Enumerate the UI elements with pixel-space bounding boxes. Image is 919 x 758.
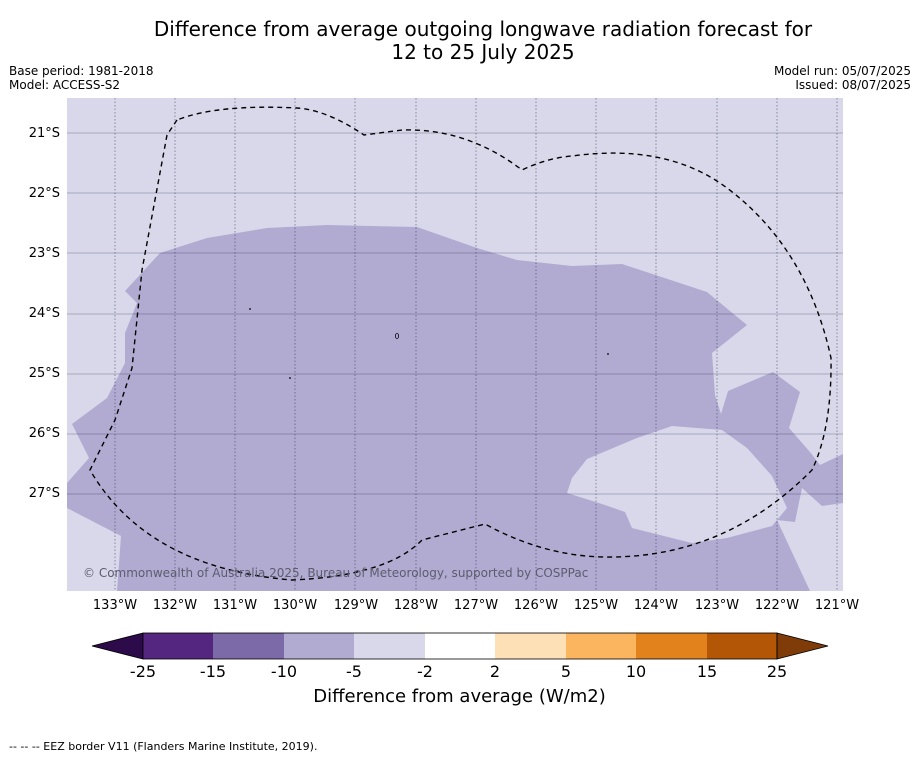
colorbar-segment-minus25-minus15	[143, 633, 213, 659]
lat-label-25s: 25°S	[28, 366, 60, 381]
lon-label-125w: 125°W	[573, 598, 619, 613]
colorbar-tick: 2	[489, 662, 501, 681]
colorbar-tick: -2	[417, 662, 433, 681]
lat-label-26s: 26°S	[28, 426, 60, 441]
colorbar-segment-minus5-minus2	[354, 633, 425, 659]
latitude-lines	[67, 132, 843, 495]
colorbar-segment-minus15-minus10	[213, 633, 284, 659]
lon-label-122w: 122°W	[754, 598, 800, 613]
model-run: Model run: 05/07/2025	[773, 64, 911, 78]
colorbar-label: Difference from average (W/m2)	[313, 686, 606, 707]
eez-border	[89, 106, 832, 581]
island-marker	[249, 308, 251, 310]
issued-date: Issued: 08/07/2025	[795, 78, 911, 92]
colorbar-segment-minus2-2	[425, 633, 495, 659]
lat-label-21s: 21°S	[28, 126, 60, 141]
colorbar-segment-15-25	[707, 633, 777, 659]
lon-label-123w: 123°W	[694, 598, 740, 613]
colorbar-tick: -25	[129, 662, 157, 681]
model-name: Model: ACCESS-S2	[9, 78, 121, 92]
meta-right: Model run: 05/07/2025 Issued: 08/07/2025	[774, 64, 911, 92]
background-pocket-south	[567, 426, 787, 543]
lat-label-23s: 23°S	[28, 246, 60, 261]
lon-label-121w: 121°W	[814, 598, 860, 613]
lon-label-133w: 133°W	[92, 598, 138, 613]
colorbar-tick: -10	[270, 662, 298, 681]
lon-label-131w: 131°W	[212, 598, 258, 613]
colorbar-tick: -15	[199, 662, 227, 681]
colorbar-tick: 25	[766, 662, 788, 681]
colorbar-extend-low	[91, 632, 144, 660]
colorbar-extend-high	[776, 632, 829, 660]
map-svg	[67, 98, 843, 591]
map-title: Difference from average outgoing longwav…	[0, 18, 919, 64]
lat-label-24s: 24°S	[28, 306, 60, 321]
title-line-1: Difference from average outgoing longwav…	[153, 17, 813, 41]
lon-label-126w: 126°W	[513, 598, 559, 613]
lon-label-127w: 127°W	[453, 598, 499, 613]
lon-label-129w: 129°W	[333, 598, 379, 613]
colorbar-segment-2-5	[495, 633, 566, 659]
lon-label-132w: 132°W	[152, 598, 198, 613]
colorbar-segment-minus10-minus5	[284, 633, 354, 659]
colorbar-tick: -5	[346, 662, 362, 681]
island-marker	[289, 377, 291, 379]
title-line-2: 12 to 25 July 2025	[391, 40, 575, 64]
colorbar-segment-5-10	[566, 633, 636, 659]
lon-label-124w: 124°W	[633, 598, 679, 613]
copyright-notice: © Commonwealth of Australia 2025, Bureau…	[83, 566, 589, 580]
meta-left: Base period: 1981-2018 Model: ACCESS-S2	[9, 64, 154, 92]
map-panel	[67, 98, 843, 591]
island-marker	[607, 353, 609, 355]
colorbar	[91, 632, 829, 660]
lat-label-22s: 22°S	[28, 186, 60, 201]
lat-label-27s: 27°S	[28, 486, 60, 501]
lon-label-130w: 130°W	[272, 598, 318, 613]
base-period: Base period: 1981-2018	[9, 64, 154, 78]
colorbar-frame	[142, 632, 778, 660]
graticule	[114, 98, 838, 591]
eez-legend-note: -- -- -- EEZ border V11 (Flanders Marine…	[9, 740, 318, 753]
colorbar-segment-10-15	[636, 633, 707, 659]
lon-label-128w: 128°W	[393, 598, 439, 613]
colorbar-tick: 5	[560, 662, 572, 681]
colorbar-tick: 10	[625, 662, 647, 681]
island-outline	[394, 333, 399, 339]
colorbar-tick: 15	[696, 662, 718, 681]
